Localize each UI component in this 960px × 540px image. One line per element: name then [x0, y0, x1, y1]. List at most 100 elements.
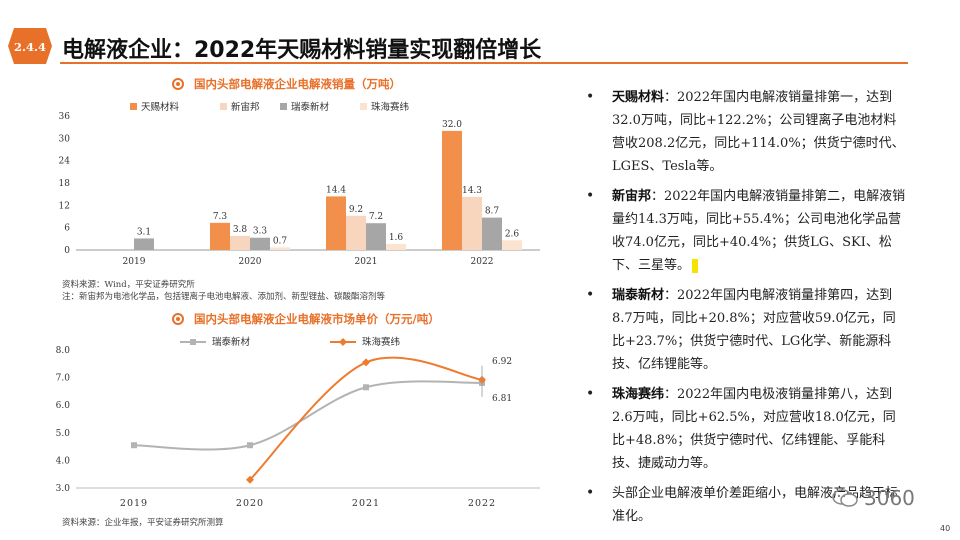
- bar: [442, 130, 462, 250]
- legend-label: 瑞泰新材: [291, 101, 330, 113]
- y-tick-label: 4.0: [56, 456, 71, 466]
- data-label: 3.1: [137, 227, 151, 237]
- company-name: 瑞泰新材: [612, 288, 665, 303]
- data-label: 7.2: [369, 212, 383, 222]
- bar: [326, 196, 346, 250]
- x-tick-label: 2021: [352, 498, 380, 509]
- y-tick-label: 7.0: [56, 374, 71, 384]
- legend-swatch: [130, 103, 137, 110]
- bullet-dot: •: [586, 89, 595, 105]
- company-name: 天赐材料: [612, 90, 665, 105]
- y-tick-label: 3.0: [56, 484, 71, 494]
- watermark-text: 3060: [864, 486, 915, 510]
- data-point: [247, 442, 253, 449]
- watermark: 3060: [832, 486, 915, 510]
- data-label: 1.6: [389, 233, 404, 243]
- data-label: 2.6: [505, 229, 520, 239]
- y-tick-label: 6: [64, 224, 70, 234]
- y-tick-label: 8.0: [56, 346, 71, 356]
- data-label: 3.8: [233, 225, 248, 235]
- y-tick-label: 18: [59, 179, 71, 189]
- title-divider: [60, 62, 908, 64]
- data-label: 7.3: [213, 212, 228, 222]
- list-item: • 珠海赛纬：2022年国内电极液销量排第八，达到2.6万吨，同比+62.5%，…: [586, 383, 906, 475]
- data-label: 14.3: [462, 186, 482, 196]
- data-label: 32.0: [442, 120, 462, 130]
- series-line: [133, 380, 483, 451]
- target-icon: [172, 78, 184, 90]
- bar: [210, 222, 230, 250]
- x-tick-label: 2022: [468, 498, 496, 509]
- bullet-text: ：2022年国内电解液销量排第四，达到8.7万吨，同比+20.8%；对应营收59…: [612, 288, 896, 372]
- list-item: • 新宙邦：2022年国内电解液销量排第二，电解液销量约14.3万吨，同比+55…: [586, 185, 906, 277]
- y-tick-label: 36: [59, 112, 71, 122]
- list-item: • 瑞泰新材：2022年国内电解液销量排第四，达到8.7万吨，同比+20.8%；…: [586, 284, 906, 376]
- company-name: 新宙邦: [612, 189, 652, 204]
- bar: [270, 247, 290, 250]
- legend-marker: [339, 338, 347, 346]
- data-label: 0.7: [273, 236, 288, 246]
- y-tick-label: 12: [59, 201, 70, 211]
- bullet-text: ：2022年国内电解液销量排第二，电解液销量约14.3万吨，同比+55.4%；公…: [612, 189, 906, 273]
- x-tick-label: 2019: [120, 498, 148, 509]
- bullet-text: 头部企业电解液单价差距缩小，电解液产品趋于标准化。: [612, 486, 899, 524]
- legend-label: 新宙邦: [231, 101, 260, 113]
- y-tick-label: 30: [59, 134, 71, 144]
- bar: [502, 240, 522, 250]
- data-point: [131, 442, 137, 449]
- legend-label: 珠海赛纬: [362, 336, 400, 348]
- data-label: 14.4: [326, 185, 346, 195]
- x-tick-label: 2021: [355, 257, 378, 267]
- y-tick-label: 6.0: [56, 401, 71, 411]
- bar: [134, 238, 154, 250]
- x-tick-label: 2020: [239, 257, 262, 267]
- legend-swatch: [220, 103, 227, 110]
- series-line: [249, 356, 483, 481]
- data-label: 9.2: [349, 205, 363, 215]
- end-label: 6.92: [492, 357, 512, 367]
- page-title: 电解液企业：2022年天赐材料销量实现翻倍增长: [62, 38, 542, 63]
- y-tick-label: 24: [59, 157, 71, 167]
- chart1-caption-text: 国内头部电解液企业电解液销量（万吨）: [194, 77, 401, 91]
- legend-swatch: [360, 103, 367, 110]
- bullet-text: ：2022年国内电极液销量排第八，达到2.6万吨，同比+62.5%，对应营收18…: [612, 387, 896, 471]
- legend-label: 瑞泰新材: [212, 336, 251, 348]
- x-tick-label: 2020: [236, 498, 264, 509]
- chart2-caption-text: 国内头部电解液企业电解液市场单价（万元/吨）: [194, 312, 440, 326]
- bar-chart: 0 6 12 18 24 30 36 2019 3.1 2020 7.3 3.8 3.3 0.7 2021 1…: [59, 101, 540, 267]
- bullet-dot: •: [586, 287, 595, 303]
- legend-label: 珠海赛纬: [371, 101, 409, 113]
- chart2-caption: 国内头部电解液企业电解液市场单价（万元/吨）: [172, 311, 440, 327]
- wechat-icon: [832, 489, 858, 507]
- bullet-dot: •: [586, 188, 595, 204]
- company-name: 珠海赛纬: [612, 387, 665, 402]
- bar: [250, 237, 270, 250]
- bullet-list: • 天赐材料：2022年国内电解液销量排第一，达到32.0万吨，同比+122.2…: [586, 86, 906, 535]
- page-number: 40: [940, 524, 951, 533]
- legend-marker: [190, 339, 196, 345]
- bar: [386, 244, 406, 250]
- data-point: [362, 358, 370, 367]
- highlight-marker: [692, 258, 699, 273]
- bar: [462, 196, 482, 250]
- x-tick-label: 2022: [471, 257, 494, 267]
- data-label: 3.3: [253, 227, 268, 237]
- section-badge: 2.4.4: [8, 28, 52, 64]
- chart2-source: 资料来源：企业年报，平安证券研究所测算: [62, 518, 224, 528]
- legend-swatch: [280, 103, 287, 110]
- section-number: 2.4.4: [14, 40, 46, 54]
- target-icon: [172, 313, 184, 325]
- data-point: [246, 475, 254, 484]
- data-label: 8.7: [485, 207, 500, 217]
- bullet-dot: •: [586, 386, 595, 402]
- chart1-source: 资料来源：Wind，平安证券研究所: [62, 280, 195, 290]
- bar: [366, 223, 386, 250]
- line-chart: 3.0 4.0 5.0 6.0 7.0 8.0 2019 2020 2021 2022 6.81 6.…: [56, 336, 540, 509]
- list-item: • 头部企业电解液单价差距缩小，电解液产品趋于标准化。: [586, 482, 906, 528]
- end-label: 6.81: [492, 394, 512, 404]
- y-tick-label: 0: [64, 246, 70, 256]
- chart1-caption: 国内头部电解液企业电解液销量（万吨）: [172, 76, 401, 92]
- x-tick-label: 2019: [123, 257, 146, 267]
- bar: [482, 217, 502, 250]
- bar: [230, 235, 250, 250]
